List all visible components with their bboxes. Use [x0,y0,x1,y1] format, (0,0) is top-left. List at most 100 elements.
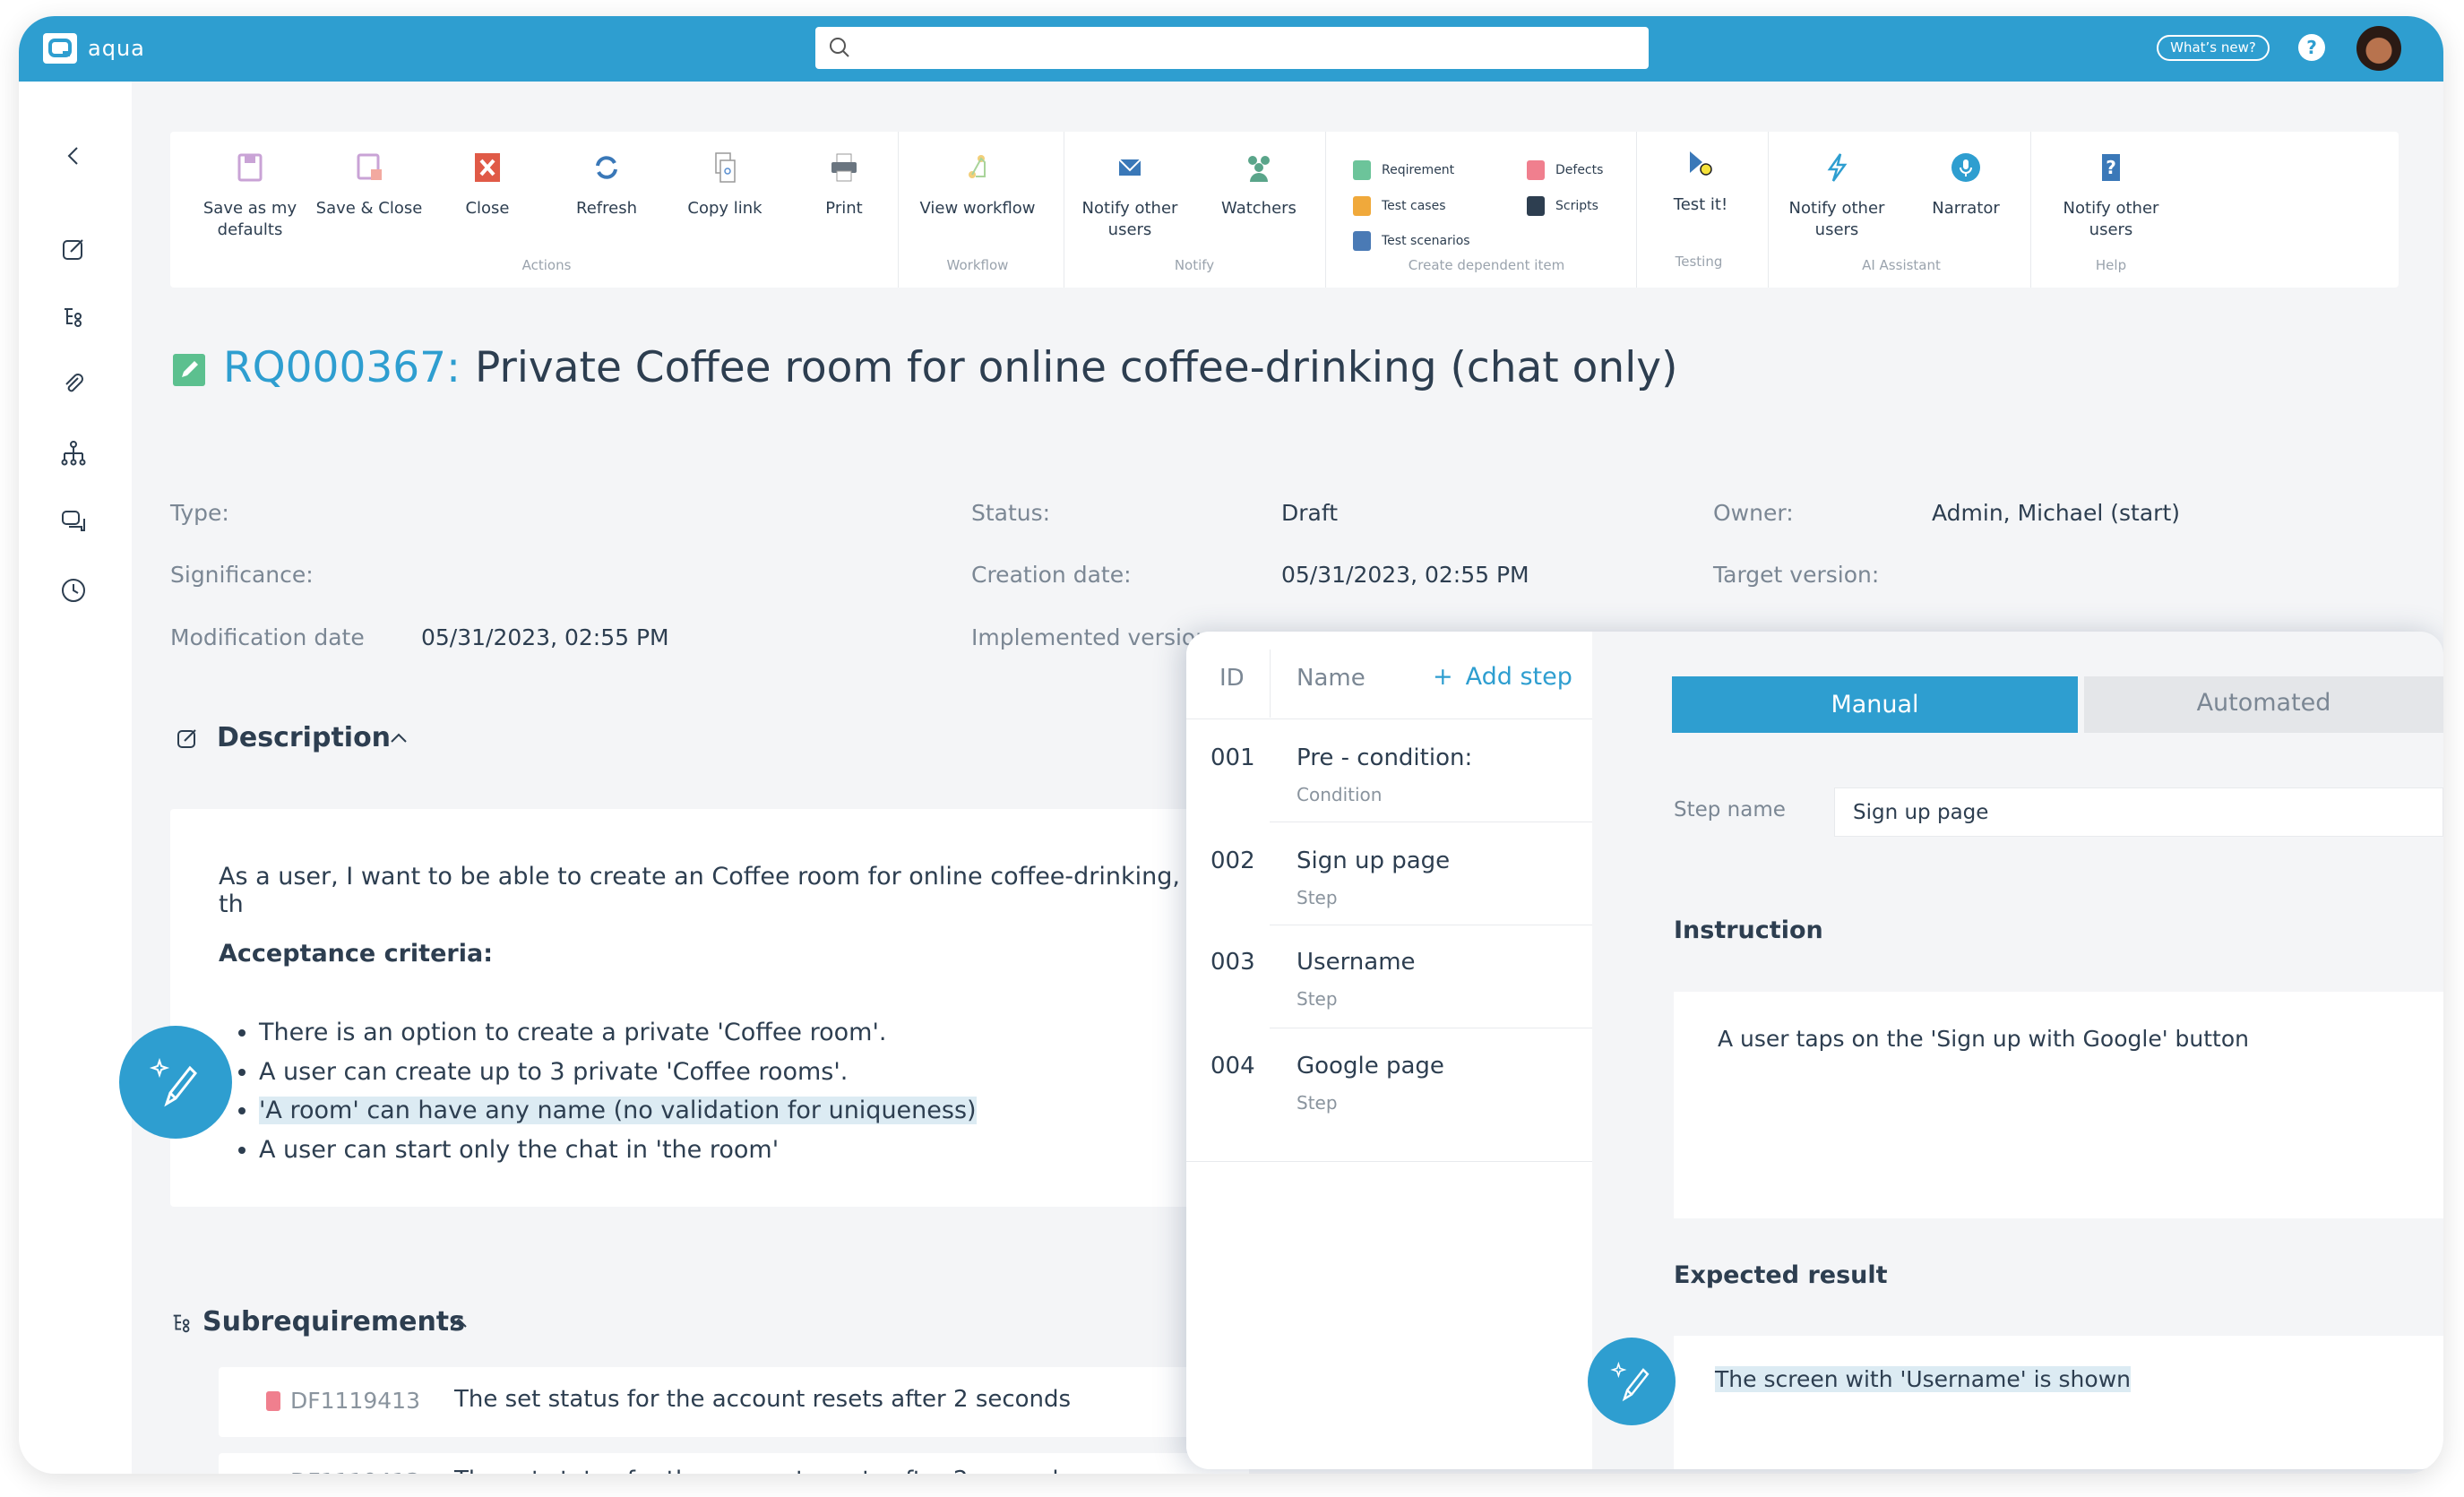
group-label-ai-assistant: AI Assistant [1862,257,1941,273]
divider [1768,132,1769,288]
chevron-up-icon[interactable] [448,1314,470,1332]
divider [1186,1161,1592,1162]
left-sidebar [19,82,132,1474]
label: Test scenarios [1382,234,1470,248]
ai-rewrite-button[interactable] [119,1026,232,1139]
create-test-case-button[interactable]: Test cases [1353,196,1446,216]
description-box[interactable]: As a user, I want to be able to create a… [170,809,1245,1207]
help-icon[interactable]: ? [2298,34,2325,61]
hierarchy-icon[interactable] [60,304,87,331]
step-row[interactable]: 003 Username Step [1186,925,1592,1028]
test-scenario-icon [1353,231,1371,251]
chevron-up-icon[interactable] [388,729,409,747]
history-clock-icon[interactable] [60,577,87,604]
step-id: 003 [1210,949,1255,976]
ai-rewrite-button[interactable] [1588,1338,1676,1425]
expected-result-input[interactable]: The screen with 'Username' is shown [1674,1336,2443,1469]
comments-icon[interactable] [60,508,87,535]
view-workflow-button[interactable]: View workflow [910,151,1045,219]
step-row[interactable]: 004 Google page Step [1186,1028,1592,1161]
step-name-input[interactable]: Sign up page [1834,787,2443,837]
step-name: Sign up page [1297,847,1451,874]
narrator-button[interactable]: Narrator [1899,151,2033,219]
search-input[interactable] [815,27,1649,69]
notify-users-button[interactable]: Notify other users [1063,151,1197,241]
attachment-icon[interactable] [60,371,87,398]
step-row[interactable]: 002 Sign up page Step [1186,822,1592,925]
tab-automated[interactable]: Automated [2084,676,2443,733]
test-it-icon [1690,151,1712,176]
subrequirement-id[interactable]: DF1119413 [290,1388,420,1414]
narrator-icon [1951,153,1980,182]
step-name: Google page [1297,1053,1444,1080]
group-label-help: Help [2095,257,2127,273]
print-button[interactable]: Print [777,151,911,219]
defect-bug-icon [1527,160,1545,180]
status-value[interactable]: Draft [1281,500,1339,526]
type-label: Type: [170,500,229,526]
page-title: Private Coffee room for online coffee-dr… [475,343,1678,392]
step-type: Condition [1297,784,1383,805]
label: Notify other users [1788,199,1885,239]
label: Refresh [576,199,637,218]
steps-list: ID Name + Add step 001 Pre - condition: C… [1186,632,1592,1469]
logo-text: aqua [88,36,145,61]
step-name-label: Step name [1674,798,1786,822]
save-close-icon [357,153,382,180]
workflow-icon [969,155,986,178]
highlighted-text: The screen with 'Username' is shown [1715,1366,2131,1392]
search-icon [830,38,849,57]
test-it-button[interactable]: Test it! [1633,148,1768,216]
logo[interactable]: aqua [43,33,145,64]
subrequirement-row[interactable]: DF1119413 The set status for the account… [219,1367,1249,1437]
create-script-button[interactable]: Scripts [1527,196,1598,216]
label: Save & Close [315,199,423,218]
implemented-version-label: Implemented version [971,624,1210,650]
owner-value[interactable]: Admin, Michael (start) [1932,500,2181,526]
close-button[interactable]: Close [420,151,555,219]
divider [898,132,899,288]
group-label-workflow: Workflow [946,257,1009,273]
owner-label: Owner: [1713,500,1794,526]
label: Reqirement [1382,163,1455,177]
subrequirement-id[interactable]: DF1119413 [290,1468,420,1474]
help-notify-users-button[interactable]: ? Notify other users [2044,151,2178,241]
list-item: A user can start only the chat in 'the r… [259,1131,977,1170]
tab-manual[interactable]: Manual [1672,676,2078,733]
edit-icon [177,729,196,748]
save-close-button[interactable]: Save & Close [302,151,436,219]
subrequirement-row[interactable]: DF1119413 The set status for the account… [219,1453,1249,1474]
list-item: A user can create up to 3 private 'Coffe… [259,1053,977,1092]
modification-date-value: 05/31/2023, 02:55 PM [421,624,669,650]
description-heading: Description [217,722,392,753]
watchers-button[interactable]: Watchers [1192,151,1326,219]
instruction-heading: Instruction [1674,916,1823,944]
watchers-icon [1248,156,1270,182]
copy-link-button[interactable]: Copy link [658,151,792,219]
avatar[interactable] [2356,26,2401,71]
add-step-button[interactable]: + Add step [1433,663,1572,691]
subrequirement-text: The set status for the account resets af… [454,1467,1071,1474]
create-requirement-button[interactable]: Reqirement [1353,160,1454,180]
create-test-scenario-button[interactable]: Test scenarios [1353,231,1470,251]
list-item: There is an option to create a private '… [259,1013,977,1053]
whats-new-button[interactable]: What’s new? [2157,35,2270,61]
tree-icon[interactable] [60,440,87,467]
creation-date-value: 05/31/2023, 02:55 PM [1281,562,1529,588]
instruction-input[interactable]: A user taps on the 'Sign up with Google'… [1674,992,2443,1218]
create-defect-button[interactable]: Defects [1527,160,1603,180]
collapse-chevron-icon[interactable] [60,142,87,169]
divider [1186,718,1592,719]
edit-icon[interactable] [60,236,87,262]
label: Notify other users [1081,199,1178,239]
highlighted-text: 'A room' can have any name (no validatio… [259,1097,977,1124]
step-row[interactable]: 001 Pre - condition: Condition [1186,719,1592,822]
save-icon [237,153,263,182]
test-case-icon [1353,196,1371,216]
step-name: Username [1297,949,1416,976]
print-icon [831,153,857,182]
save-as-defaults-button[interactable]: Save as my defaults [183,151,317,241]
label: Close [465,199,510,218]
refresh-button[interactable]: Refresh [539,151,674,219]
ai-notify-users-button[interactable]: Notify other users [1770,151,1904,241]
